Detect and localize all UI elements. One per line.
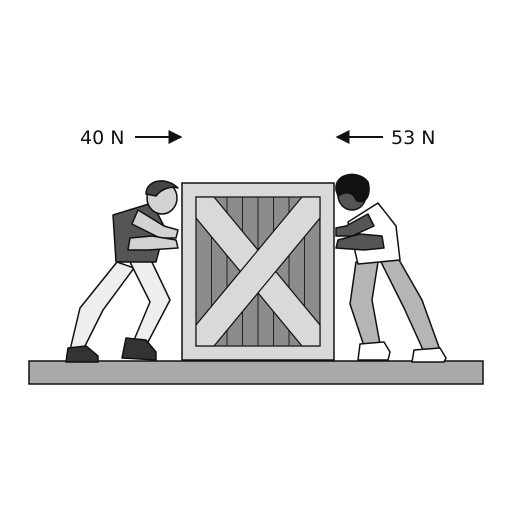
ground xyxy=(28,360,484,385)
right-person xyxy=(335,173,447,363)
left-person xyxy=(65,180,179,363)
right-force-label: 53 N xyxy=(391,127,435,149)
left-force-label: 40 N xyxy=(80,127,124,149)
wooden-crate xyxy=(181,182,335,361)
